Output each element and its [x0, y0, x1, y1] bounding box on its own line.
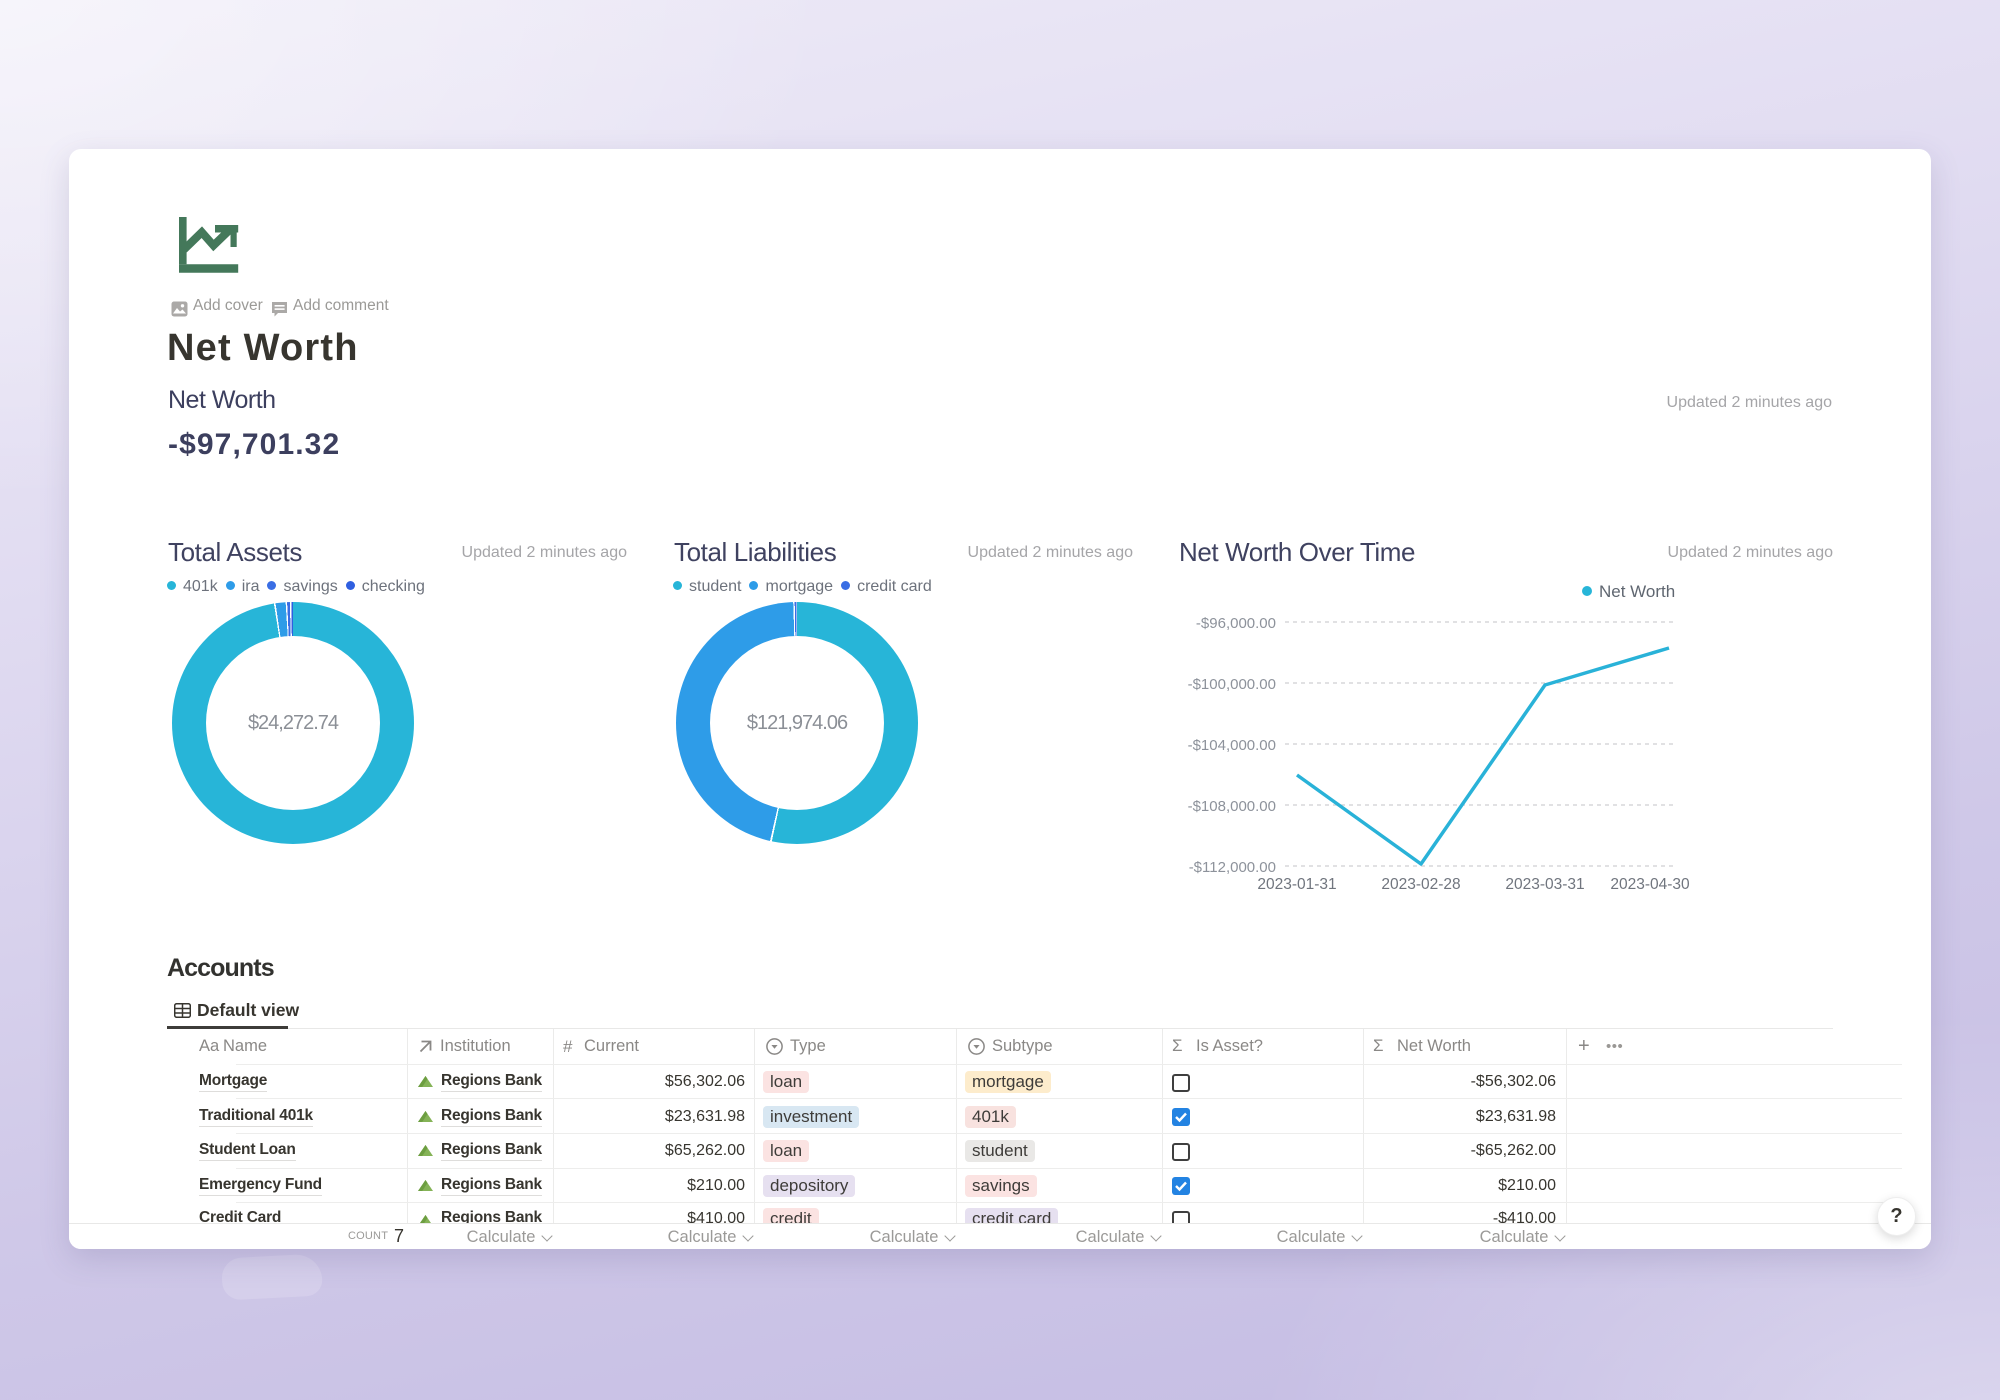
svg-text:-$100,000.00: -$100,000.00 — [1188, 676, 1276, 693]
svg-text:-$104,000.00: -$104,000.00 — [1188, 737, 1276, 754]
svg-text:-$108,000.00: -$108,000.00 — [1188, 798, 1276, 815]
svg-text:2023-01-31: 2023-01-31 — [1257, 876, 1336, 893]
svg-text:-$112,000.00: -$112,000.00 — [1189, 859, 1276, 876]
svg-text:2023-02-28: 2023-02-28 — [1381, 876, 1460, 893]
svg-text:2023-04-30: 2023-04-30 — [1610, 876, 1690, 893]
svg-text:Net Worth: Net Worth — [1599, 582, 1675, 601]
svg-text:2023-03-31: 2023-03-31 — [1505, 876, 1584, 893]
svg-text:-$96,000.00: -$96,000.00 — [1196, 615, 1276, 632]
